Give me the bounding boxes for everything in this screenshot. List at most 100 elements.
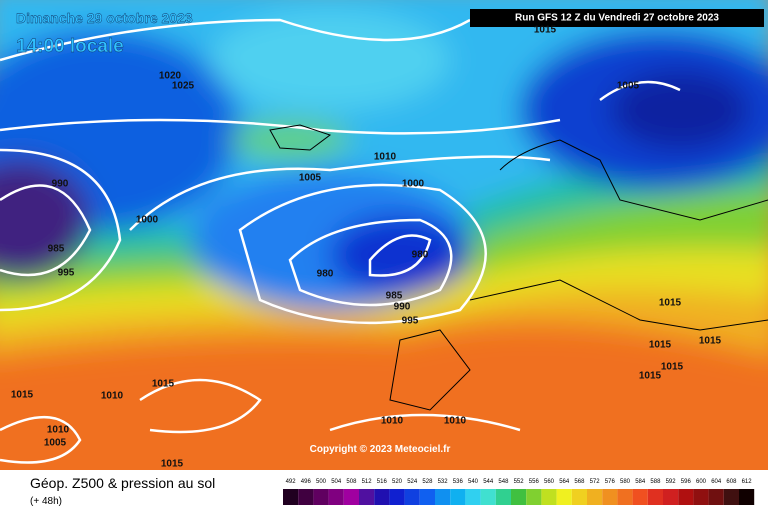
- scale-swatch: [556, 489, 572, 505]
- scale-swatch: [313, 489, 329, 505]
- scale-swatch: [495, 489, 511, 505]
- isobar-label: 1010: [381, 416, 404, 427]
- isobar-label: 1010: [444, 416, 467, 427]
- scale-label: 536: [453, 479, 464, 485]
- scale-label: 528: [422, 479, 433, 485]
- isobar-label: 1015: [659, 298, 682, 309]
- scale-label: 572: [590, 479, 601, 485]
- scale-swatch: [480, 489, 496, 505]
- isobar-label: 1005: [299, 173, 322, 184]
- scale-swatch: [678, 489, 694, 505]
- isobar-label: 1015: [639, 371, 662, 382]
- isobar-label: 1005: [44, 438, 67, 449]
- scale-swatch: [404, 489, 420, 505]
- scale-label: 492: [286, 479, 297, 485]
- scale-swatch: [571, 489, 587, 505]
- run-box: [470, 9, 764, 27]
- scale-label: 604: [711, 479, 722, 485]
- scale-label: 588: [650, 479, 661, 485]
- scale-label: 580: [620, 479, 631, 485]
- scale-swatch: [526, 489, 542, 505]
- scale-swatch: [283, 489, 299, 505]
- isobar-label: 995: [402, 316, 419, 327]
- scale-swatch: [617, 489, 633, 505]
- isobar-label: 1015: [11, 390, 34, 401]
- isobar-label: 1015: [161, 459, 184, 470]
- isobar-label: 990: [52, 179, 69, 190]
- scale-label: 612: [742, 479, 753, 485]
- scale-swatch: [465, 489, 481, 505]
- scale-label: 548: [498, 479, 509, 485]
- scale-label: 504: [331, 479, 342, 485]
- scale-swatch: [389, 489, 405, 505]
- scale-label: 552: [514, 479, 525, 485]
- scale-label: 524: [407, 479, 418, 485]
- scale-swatch: [298, 489, 314, 505]
- scale-swatch: [632, 489, 648, 505]
- scale-label: 544: [483, 479, 494, 485]
- scale-label: 600: [696, 479, 707, 485]
- scale-swatch: [739, 489, 755, 505]
- isobar-label: 1000: [402, 179, 425, 190]
- footer-lead: (+ 48h): [30, 496, 62, 507]
- scale-swatch: [708, 489, 724, 505]
- scale-label: 564: [559, 479, 570, 485]
- isobar-label: 1025: [172, 81, 195, 92]
- isobar-label: 1000: [136, 215, 159, 226]
- scale-label: 596: [681, 479, 692, 485]
- isobar-label: 985: [48, 244, 65, 255]
- scale-label: 516: [377, 479, 388, 485]
- isobar-label: 990: [394, 302, 411, 313]
- isobar-label: 1015: [661, 362, 684, 373]
- time: 14:00 locale: [16, 36, 124, 57]
- isobar-label: 1015: [699, 336, 722, 347]
- isobar-label: 980: [317, 269, 334, 280]
- scale-swatch: [511, 489, 527, 505]
- scale-swatch: [647, 489, 663, 505]
- scale-swatch: [450, 489, 466, 505]
- scale-swatch: [587, 489, 603, 505]
- scale-swatch: [723, 489, 739, 505]
- scale-label: 576: [605, 479, 616, 485]
- scale-label: 540: [468, 479, 479, 485]
- date: Dimanche 29 octobre 2023: [16, 10, 193, 26]
- scale-label: 556: [529, 479, 540, 485]
- isobar-label: 1020: [159, 71, 182, 82]
- isobar-label: 995: [58, 268, 75, 279]
- scale-label: 584: [635, 479, 646, 485]
- scale-label: 500: [316, 479, 327, 485]
- isobar-label: 985: [386, 291, 403, 302]
- footer-title: Géop. Z500 & pression au sol: [30, 475, 215, 491]
- scale-label: 568: [574, 479, 585, 485]
- scale-swatch: [343, 489, 359, 505]
- isobar-label: 1010: [101, 391, 124, 402]
- isobars: [0, 18, 681, 464]
- color-scale: 492 496 500 504 508 512 516 520 524 528 532 536 540 5…: [283, 479, 755, 505]
- scale-swatch: [693, 489, 709, 505]
- scale-swatch: [374, 489, 390, 505]
- coastlines: [269, 124, 768, 411]
- scale-label: 508: [346, 479, 357, 485]
- scale-swatch: [328, 489, 344, 505]
- isobar-label: 1010: [374, 152, 397, 163]
- scale-swatch: [541, 489, 557, 505]
- scale-label: 560: [544, 479, 555, 485]
- scale-label: 532: [438, 479, 449, 485]
- scale-label: 512: [362, 479, 373, 485]
- scale-swatch: [359, 489, 375, 505]
- map: [0, 0, 768, 470]
- scale-label: 608: [726, 479, 737, 485]
- isobar-label: 980: [412, 250, 429, 261]
- scale-label: 496: [301, 479, 312, 485]
- scale-label: 592: [666, 479, 677, 485]
- isobar-label: 1015: [152, 379, 175, 390]
- copyright: Copyright © 2023 Meteociel.fr: [310, 444, 451, 455]
- scale-swatch: [419, 489, 435, 505]
- scale-swatch: [663, 489, 679, 505]
- scale-swatch: [435, 489, 451, 505]
- isobar-label: 1015: [649, 340, 672, 351]
- scale-label: 520: [392, 479, 403, 485]
- isobar-label: 1010: [47, 425, 70, 436]
